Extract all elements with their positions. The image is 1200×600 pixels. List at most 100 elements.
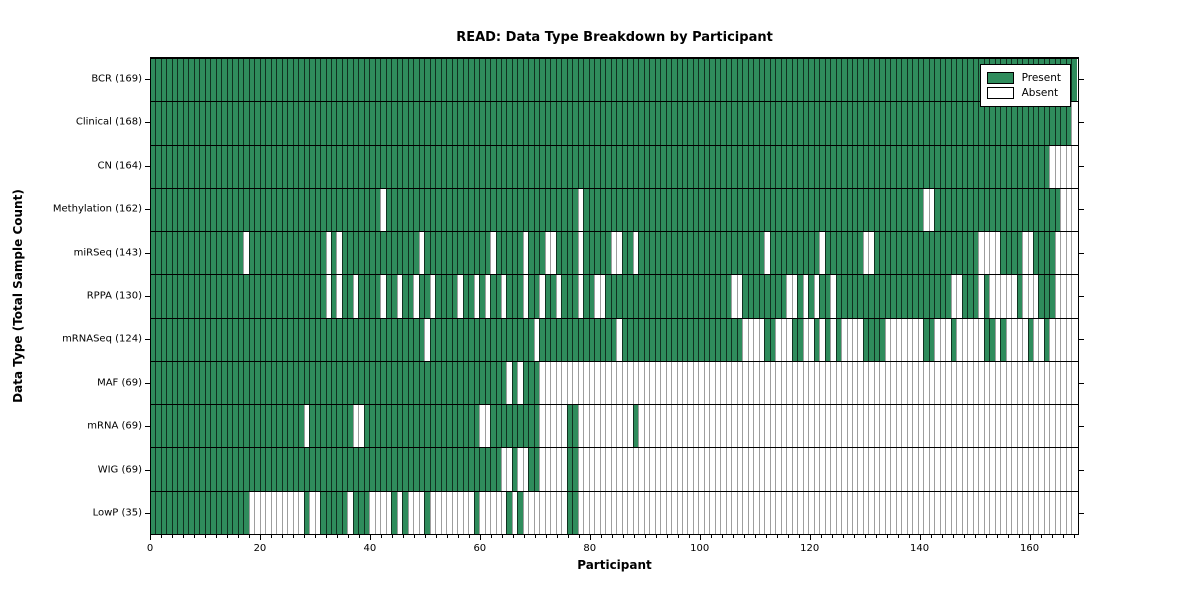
cell — [215, 145, 222, 188]
cell — [742, 448, 748, 491]
cell — [736, 275, 743, 318]
cell — [720, 188, 726, 232]
cell — [862, 318, 869, 361]
cell — [501, 59, 507, 102]
cell — [484, 318, 491, 361]
cell — [917, 59, 924, 102]
cell — [276, 318, 282, 361]
cell — [961, 102, 968, 145]
y-tick-label-Clinical: Clinical (168) — [75, 116, 142, 128]
cell — [961, 318, 968, 361]
cell — [292, 275, 299, 318]
cell — [435, 448, 441, 491]
cell — [517, 232, 523, 275]
cell — [276, 361, 282, 405]
cell — [566, 318, 573, 361]
cell — [407, 102, 414, 145]
x-minor-tick — [314, 535, 316, 538]
cell — [440, 448, 447, 491]
cell — [939, 405, 946, 448]
cell — [610, 102, 617, 145]
cell — [572, 145, 578, 188]
cell — [676, 145, 682, 188]
cell — [517, 491, 523, 534]
cell — [221, 188, 227, 232]
cell — [594, 361, 600, 405]
cell — [380, 59, 386, 102]
cell — [501, 405, 507, 448]
cell — [396, 491, 403, 534]
cell — [391, 491, 397, 534]
cell — [758, 491, 765, 534]
cell — [166, 145, 172, 188]
cell — [402, 145, 408, 188]
cell — [830, 275, 836, 318]
cell — [265, 448, 271, 491]
cell — [446, 491, 452, 534]
cell — [490, 145, 496, 188]
x-tick-label-20: 20 — [253, 543, 267, 554]
cell — [462, 275, 469, 318]
cell — [939, 275, 946, 318]
cell — [468, 448, 474, 491]
cell — [539, 145, 545, 188]
cell — [259, 232, 266, 275]
cell — [517, 405, 523, 448]
cell — [681, 491, 688, 534]
cell — [649, 318, 655, 361]
cell — [358, 232, 364, 275]
cell — [928, 491, 935, 534]
cell — [276, 405, 282, 448]
cell — [758, 361, 765, 405]
cell — [1038, 405, 1044, 448]
cell — [151, 361, 156, 405]
cell — [660, 405, 666, 448]
cell — [276, 275, 282, 318]
cell — [270, 59, 277, 102]
cell — [1071, 275, 1077, 318]
cell — [797, 59, 803, 102]
y-tick-label-BCR: BCR (169) — [91, 73, 142, 85]
cell — [199, 275, 205, 318]
cell — [994, 232, 1001, 275]
cell — [654, 145, 661, 188]
cell — [1005, 102, 1012, 145]
cell — [533, 59, 540, 102]
cell — [758, 448, 765, 491]
cell — [846, 318, 852, 361]
cell — [736, 145, 743, 188]
cell — [210, 275, 216, 318]
cell — [983, 318, 990, 361]
cell — [753, 361, 759, 405]
y-tick-label-LowP: LowP (35) — [92, 507, 142, 519]
cell — [479, 102, 485, 145]
cell — [204, 491, 211, 534]
cell — [204, 318, 211, 361]
cell — [358, 188, 364, 232]
cell — [1032, 361, 1039, 405]
cell — [391, 59, 397, 102]
cell — [188, 318, 194, 361]
cell — [950, 361, 957, 405]
cell — [259, 275, 266, 318]
cell — [254, 361, 260, 405]
cell — [511, 448, 518, 491]
cell — [204, 188, 211, 232]
cell — [1065, 102, 1072, 145]
cell — [687, 232, 693, 275]
cell — [791, 102, 798, 145]
cell — [336, 232, 342, 275]
cell — [385, 188, 392, 232]
cell — [221, 361, 227, 405]
cell — [374, 318, 381, 361]
cell — [177, 361, 183, 405]
cell — [703, 448, 710, 491]
cell — [451, 188, 458, 232]
cell — [1038, 232, 1044, 275]
cell — [506, 232, 512, 275]
cell — [714, 59, 721, 102]
cell — [775, 448, 781, 491]
cell — [775, 188, 781, 232]
cell — [649, 361, 655, 405]
cell — [1071, 188, 1077, 232]
